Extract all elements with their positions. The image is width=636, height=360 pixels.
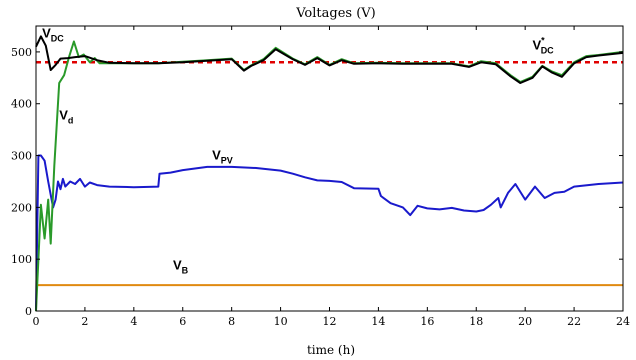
series-label-v-dc-ref: V* DC — [533, 35, 555, 55]
series-label-v-pv: VPV — [212, 148, 233, 166]
series-line-v-d — [35, 40, 624, 312]
x-axis-label: time (h) — [307, 343, 355, 357]
x-tick-label: 0 — [33, 315, 40, 328]
series-label-v-d: Vd — [59, 107, 73, 125]
y-tick-label: 0 — [25, 305, 32, 318]
x-tick-label: 16 — [420, 315, 434, 328]
x-tick-label: 10 — [274, 315, 288, 328]
x-tick-label: 22 — [567, 315, 581, 328]
x-tick-label: 12 — [323, 315, 337, 328]
x-tick-label: 24 — [616, 315, 630, 328]
y-tick-label: 400 — [11, 98, 32, 111]
y-tick-label: 300 — [11, 150, 32, 163]
x-tick-label: 2 — [81, 315, 88, 328]
x-tick-label: 20 — [518, 315, 532, 328]
series-line-v-pv — [35, 154, 624, 312]
y-tick-label: 100 — [11, 253, 32, 266]
series-label-v-dc: VDC — [42, 25, 64, 43]
x-tick-label: 6 — [179, 315, 186, 328]
x-tick-label: 4 — [130, 315, 137, 328]
plot-frame — [35, 25, 624, 312]
series-line-v-dc — [35, 35, 624, 84]
y-tick-label: 200 — [11, 201, 32, 214]
y-tick-label: 500 — [11, 46, 32, 59]
x-tick-label: 18 — [469, 315, 483, 328]
x-tick-label: 8 — [228, 315, 235, 328]
series-label-v-b: VB — [173, 258, 189, 276]
x-tick-label: 14 — [371, 315, 385, 328]
chart-title: Voltages (V) — [295, 6, 376, 21]
